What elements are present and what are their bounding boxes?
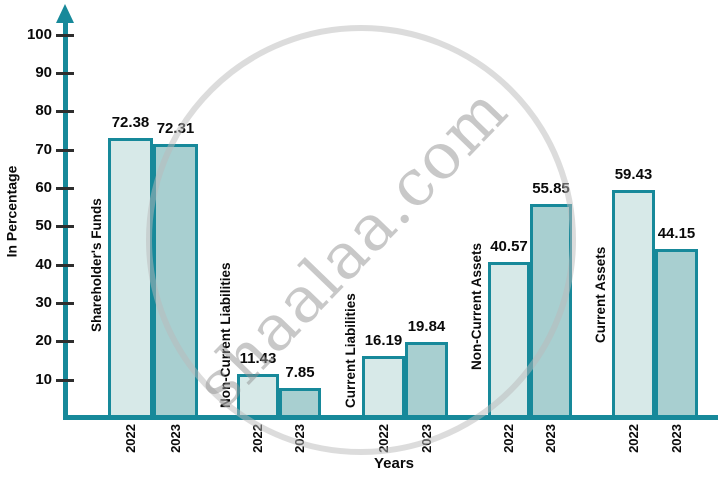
year-label: 2023 <box>167 424 183 453</box>
y-axis-tick <box>56 187 74 190</box>
bar-value-label: 55.85 <box>532 180 570 197</box>
year-label: 2022 <box>501 424 516 453</box>
bar <box>405 342 448 418</box>
y-axis-arrow-icon <box>56 4 74 23</box>
bar <box>279 388 321 418</box>
year-label: 2022 <box>625 424 641 453</box>
y-axis-tick <box>56 378 74 382</box>
bar <box>530 204 572 418</box>
bar <box>488 262 530 418</box>
y-axis-tick <box>56 302 74 305</box>
x-axis-line <box>63 415 718 420</box>
y-axis-tick-label: 90 <box>35 64 52 81</box>
y-axis-tick-label: 20 <box>35 332 52 350</box>
year-label: 2022 <box>250 424 265 453</box>
bar <box>362 356 405 418</box>
year-label: 2023 <box>668 424 684 453</box>
category-label: Current Assets <box>593 246 608 343</box>
y-axis-tick-label: 60 <box>35 179 52 196</box>
y-axis-tick-label: 30 <box>35 294 52 311</box>
bar-value-label: 11.43 <box>239 350 277 367</box>
y-axis-tick <box>56 340 74 344</box>
bar-value-label: 44.15 <box>657 225 696 242</box>
year-label: 2022 <box>122 424 138 453</box>
y-axis-line <box>63 20 68 420</box>
category-label: Non-Current Liabilities <box>218 262 233 408</box>
y-axis-tick <box>56 225 74 229</box>
y-axis-tick-label: 40 <box>35 255 52 273</box>
year-label: 2023 <box>543 424 558 453</box>
category-label: Non-Current Assets <box>469 242 484 370</box>
bar-value-label: 7.85 <box>285 364 315 381</box>
x-axis-title: Years <box>373 455 415 472</box>
bar-value-label: 40.57 <box>490 238 528 255</box>
y-axis-tick <box>56 33 74 37</box>
bar-value-label: 16.19 <box>364 332 403 349</box>
y-axis-tick <box>56 263 74 267</box>
y-axis-tick-label: 10 <box>35 370 52 388</box>
bar <box>655 249 698 418</box>
y-axis-tick-label: 100 <box>26 25 52 43</box>
bar-value-label: 72.38 <box>111 114 150 131</box>
y-axis-tick-label: 80 <box>35 102 52 120</box>
year-label: 2023 <box>418 424 434 453</box>
bar <box>108 138 153 418</box>
year-label: 2022 <box>375 424 391 453</box>
bar <box>612 190 655 418</box>
y-axis-tick <box>56 110 74 114</box>
category-label: Current Liabilities <box>343 293 358 408</box>
y-axis-tick <box>56 148 74 152</box>
year-label: 2023 <box>292 424 307 453</box>
category-label: Shareholder's Funds <box>89 198 104 332</box>
bar-value-label: 72.31 <box>156 120 195 137</box>
y-axis-tick-label: 70 <box>35 140 52 158</box>
bar-value-label: 59.43 <box>614 166 653 183</box>
y-axis-tick-label: 50 <box>35 217 52 235</box>
y-axis-tick <box>56 72 74 75</box>
bar-value-label: 19.84 <box>407 318 446 335</box>
bar <box>153 144 198 418</box>
